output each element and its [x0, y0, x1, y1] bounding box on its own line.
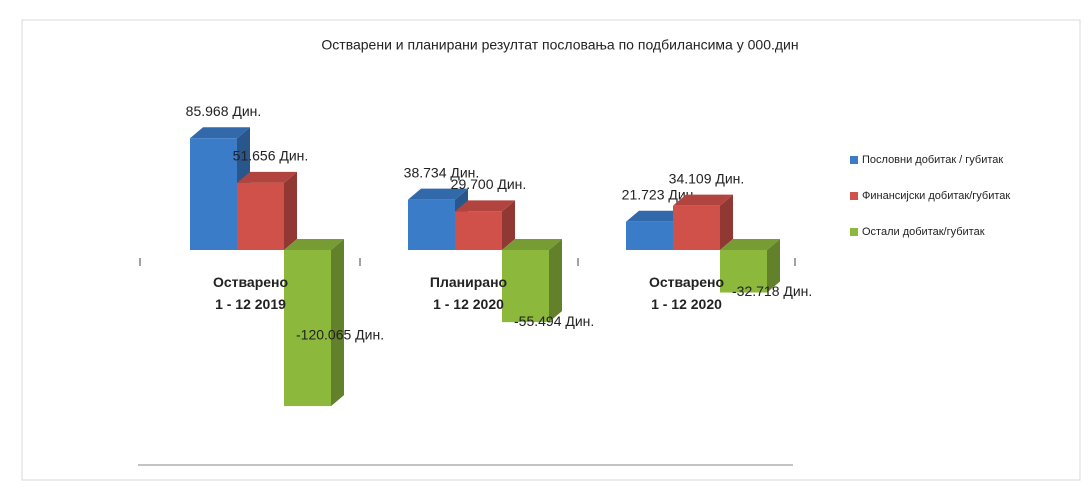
data-label: 34.109 Дин. — [669, 170, 745, 186]
data-label: 85.968 Дин. — [186, 103, 262, 119]
bar-top — [626, 210, 686, 222]
bar-side — [549, 239, 562, 323]
bar-side — [502, 200, 515, 250]
legend-swatch — [850, 192, 858, 200]
bar-side — [331, 239, 344, 407]
bar-side — [767, 239, 780, 293]
legend-label: Пословни добитак / губитак — [862, 154, 1003, 166]
legend-label: Финансијски добитак/губитак — [862, 190, 1010, 202]
chart-title: Остварени и планирани резултат пословања… — [321, 37, 798, 53]
bar — [720, 250, 767, 293]
bar — [626, 221, 673, 250]
data-label: -55.494 Дин. — [514, 313, 594, 329]
bar-top — [284, 239, 344, 250]
bar — [455, 211, 502, 250]
bar — [284, 250, 331, 407]
data-label: -32.718 Дин. — [732, 283, 812, 299]
legend-swatch — [850, 228, 858, 236]
bar-top — [720, 239, 780, 250]
bar-top — [190, 127, 250, 139]
bar-side — [284, 171, 297, 250]
bar — [502, 250, 549, 323]
data-label: 51.656 Дин. — [233, 148, 309, 164]
bar — [408, 199, 455, 250]
bar — [190, 138, 237, 250]
legend-swatch — [850, 156, 858, 164]
data-label: 29.700 Дин. — [451, 176, 527, 192]
data-label: 38.734 Дин. — [404, 164, 480, 180]
legend-label: Остали добитак/губитак — [862, 226, 985, 238]
bar-top — [502, 239, 562, 250]
bar-top — [237, 171, 297, 183]
data-label: -120.065 Дин. — [296, 327, 384, 343]
bar-top — [673, 194, 733, 206]
data-label: 21.723 Дин. — [622, 186, 698, 202]
bar-top — [455, 200, 515, 212]
category-label: Планирано 1 - 12 2020 — [429, 274, 508, 312]
bar-side — [720, 194, 733, 250]
bar — [237, 182, 284, 250]
bar — [673, 205, 720, 250]
category-label: Остварено 1 - 12 2020 — [648, 274, 725, 312]
bar-top — [408, 188, 468, 200]
category-label: Остварено 1 - 12 2019 — [212, 274, 289, 312]
frame — [21, 19, 1081, 481]
